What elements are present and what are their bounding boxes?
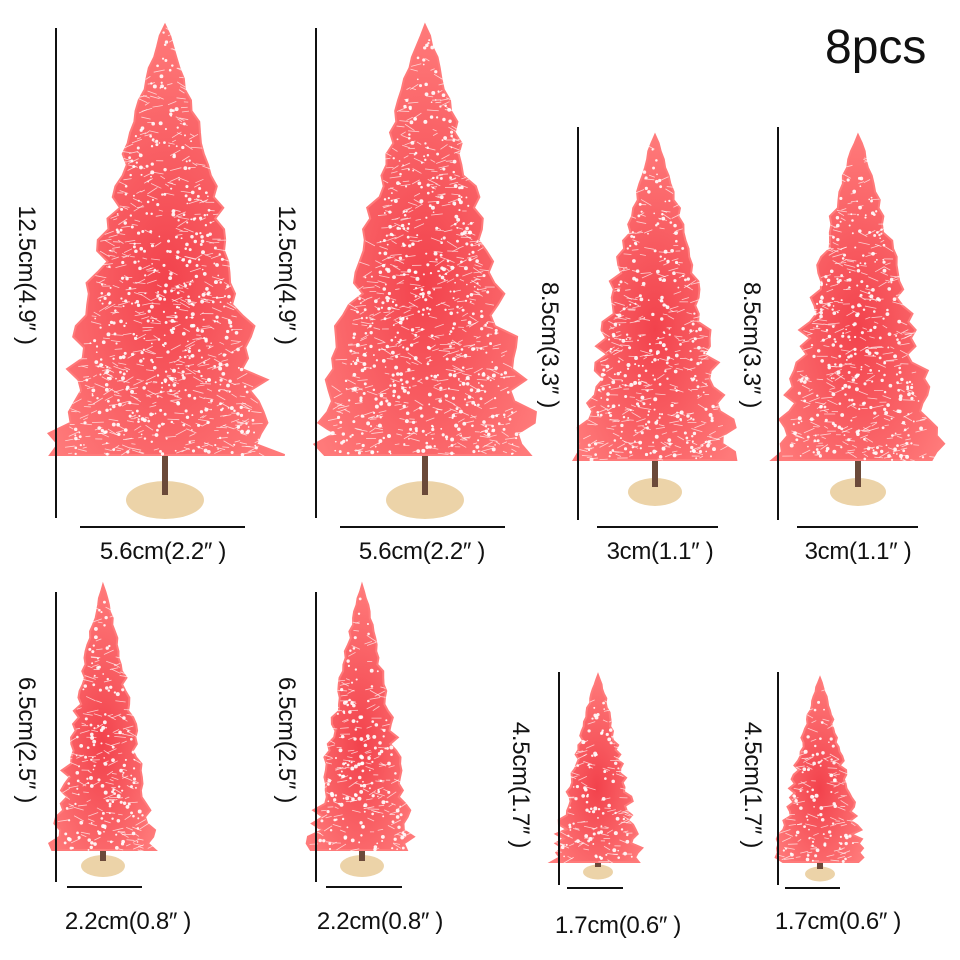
wooden-base: [126, 481, 204, 519]
height-label: 8.5cm(3.3″ ): [738, 281, 765, 409]
height-dimension-line: [577, 127, 579, 520]
width-dimension-line: [80, 526, 245, 528]
wire-trunk: [422, 450, 428, 495]
bottle-brush-tree: [312, 22, 537, 519]
tree-foliage: [769, 132, 946, 461]
width-dimension-line: [785, 887, 840, 889]
tree-foliage: [312, 22, 537, 456]
height-dimension-line: [558, 672, 560, 885]
height-label: 4.5cm(1.7″ ): [507, 721, 534, 849]
width-dimension-line: [797, 526, 918, 528]
bottle-brush-tree: [47, 581, 158, 877]
height-dimension-line: [315, 592, 317, 882]
wooden-base: [805, 866, 835, 882]
width-dimension-line: [340, 526, 505, 528]
bottle-brush-tree: [46, 22, 286, 519]
height-label: 8.5cm(3.3″ ): [536, 281, 563, 409]
wire-trunk: [359, 845, 365, 861]
width-label: 3cm(1.1″ ): [804, 538, 912, 565]
width-dimension-line: [67, 886, 142, 888]
tree-foliage: [774, 675, 865, 863]
wooden-base: [583, 864, 613, 880]
width-label: 5.6cm(2.2″ ): [99, 538, 227, 565]
width-dimension-line: [567, 887, 623, 889]
wooden-base: [830, 478, 886, 506]
width-dimension-line: [597, 526, 718, 528]
tree-foliage: [572, 132, 738, 461]
width-dimension-line: [326, 886, 402, 888]
height-dimension-line: [315, 28, 317, 518]
height-dimension-line: [55, 28, 57, 518]
bottle-brush-tree: [572, 132, 738, 506]
width-label: 1.7cm(0.6″ ): [774, 908, 902, 935]
tree-foliage: [46, 22, 286, 456]
height-label: 12.5cm(4.9″ ): [273, 205, 300, 345]
wire-trunk: [162, 450, 168, 495]
bottle-brush-tree: [547, 672, 645, 880]
width-label: 3cm(1.1″ ): [606, 538, 714, 565]
wire-trunk: [652, 455, 658, 487]
wooden-base: [386, 481, 464, 519]
bottle-brush-tree: [769, 132, 946, 506]
height-dimension-line: [777, 127, 779, 520]
width-label: 1.7cm(0.6″ ): [554, 912, 682, 939]
tree-foliage: [47, 581, 158, 851]
wire-trunk: [100, 845, 106, 861]
width-label: 5.6cm(2.2″ ): [358, 538, 486, 565]
height-dimension-line: [777, 672, 779, 885]
bottle-brush-tree: [305, 581, 416, 877]
height-label: 6.5cm(2.5″ ): [13, 676, 40, 804]
bottle-brush-tree: [774, 675, 865, 882]
wooden-base: [340, 855, 384, 877]
height-label: 4.5cm(1.7″ ): [739, 721, 766, 849]
height-label: 12.5cm(4.9″ ): [13, 205, 40, 345]
wire-trunk: [855, 455, 861, 487]
width-label: 2.2cm(0.8″ ): [64, 908, 192, 935]
piece-count: 8pcs: [825, 21, 927, 74]
width-label: 2.2cm(0.8″ ): [316, 908, 444, 935]
height-dimension-line: [55, 592, 57, 882]
height-label: 6.5cm(2.5″ ): [273, 676, 300, 804]
wooden-base: [81, 855, 125, 877]
wooden-base: [628, 478, 682, 506]
